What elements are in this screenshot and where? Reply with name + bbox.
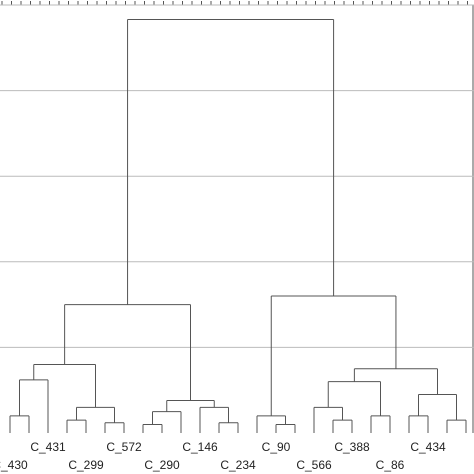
merge	[370, 415, 391, 433]
merge	[104, 422, 125, 433]
merge	[33, 364, 96, 408]
merge	[142, 423, 163, 433]
leaf-label: C_434	[410, 440, 446, 454]
leaf-label: C_86	[376, 458, 405, 472]
merge	[166, 399, 215, 412]
merge	[218, 422, 239, 433]
leaf-label: C_430	[0, 458, 28, 472]
leaf-label: C_290	[144, 458, 180, 472]
leaf-label: C_388	[334, 440, 370, 454]
leaf-label: C_572	[106, 440, 142, 454]
merge	[152, 411, 182, 433]
merge	[270, 295, 397, 416]
merge	[408, 415, 429, 433]
merge	[64, 304, 191, 401]
leaf-label: C_299	[68, 458, 104, 472]
merge	[19, 379, 49, 433]
leaf-label: C_431	[30, 440, 66, 454]
leaf-label: C_566	[296, 458, 332, 472]
merge	[66, 419, 87, 433]
merge	[446, 419, 467, 433]
leaf-label: C_90	[262, 440, 291, 454]
merge	[127, 19, 335, 305]
merge	[199, 406, 229, 433]
merge	[9, 415, 30, 433]
leaf-label: C_234	[220, 458, 256, 472]
leaf-label: C_146	[182, 440, 218, 454]
merge	[275, 423, 296, 433]
merge	[327, 381, 381, 416]
merge	[332, 419, 353, 433]
